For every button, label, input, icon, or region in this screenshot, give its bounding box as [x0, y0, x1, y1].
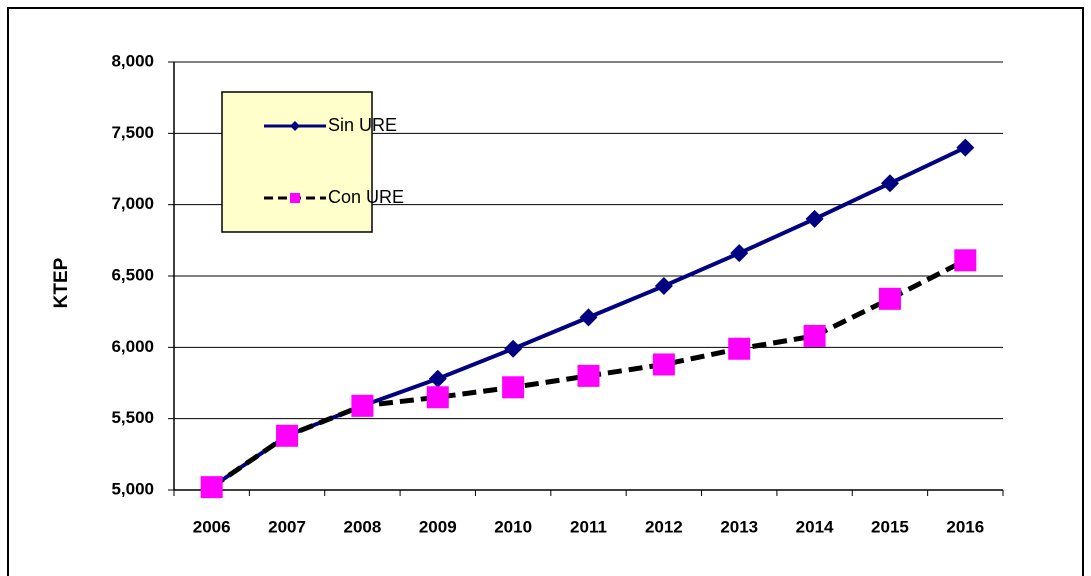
x-tick-label: 2014: [796, 517, 834, 536]
y-axis-title: KTEP: [51, 257, 72, 308]
y-tick-label: 6,500: [111, 265, 154, 284]
marker: [577, 364, 600, 387]
x-tick-label: 2007: [268, 517, 306, 536]
y-tick-label: 5,500: [111, 408, 154, 427]
marker: [803, 324, 826, 347]
marker: [728, 337, 751, 360]
x-tick-label: 2011: [570, 517, 607, 536]
x-tick-label: 2006: [193, 517, 231, 536]
marker: [730, 244, 749, 263]
marker: [805, 209, 824, 228]
x-tick-label: 2016: [946, 517, 984, 536]
marker: [426, 386, 449, 409]
legend-box: [221, 91, 373, 233]
marker: [502, 376, 525, 399]
marker: [428, 369, 447, 388]
y-tick-label: 5,000: [111, 479, 154, 498]
x-tick-label: 2013: [720, 517, 758, 536]
marker: [276, 424, 299, 447]
legend-label: Sin URE: [328, 115, 397, 135]
marker: [652, 353, 675, 376]
chart-frame: [7, 7, 1084, 576]
x-tick-label: 2008: [343, 517, 381, 536]
legend-label: Con URE: [328, 187, 404, 207]
y-tick-label: 7,500: [111, 123, 154, 142]
x-tick-label: 2012: [645, 517, 683, 536]
x-tick-label: 2009: [419, 517, 457, 536]
marker: [351, 394, 374, 417]
marker: [579, 308, 598, 327]
marker: [880, 174, 899, 193]
marker: [290, 193, 300, 203]
marker: [956, 138, 975, 157]
x-tick-label: 2010: [494, 517, 532, 536]
marker: [504, 339, 523, 358]
marker: [654, 276, 673, 295]
x-tick-label: 2015: [871, 517, 909, 536]
y-tick-label: 6,000: [111, 337, 154, 356]
y-tick-label: 7,000: [111, 194, 154, 213]
marker: [200, 476, 223, 499]
marker: [290, 121, 300, 131]
y-tick-label: 8,000: [111, 51, 154, 70]
marker: [954, 249, 977, 272]
marker: [878, 287, 901, 310]
